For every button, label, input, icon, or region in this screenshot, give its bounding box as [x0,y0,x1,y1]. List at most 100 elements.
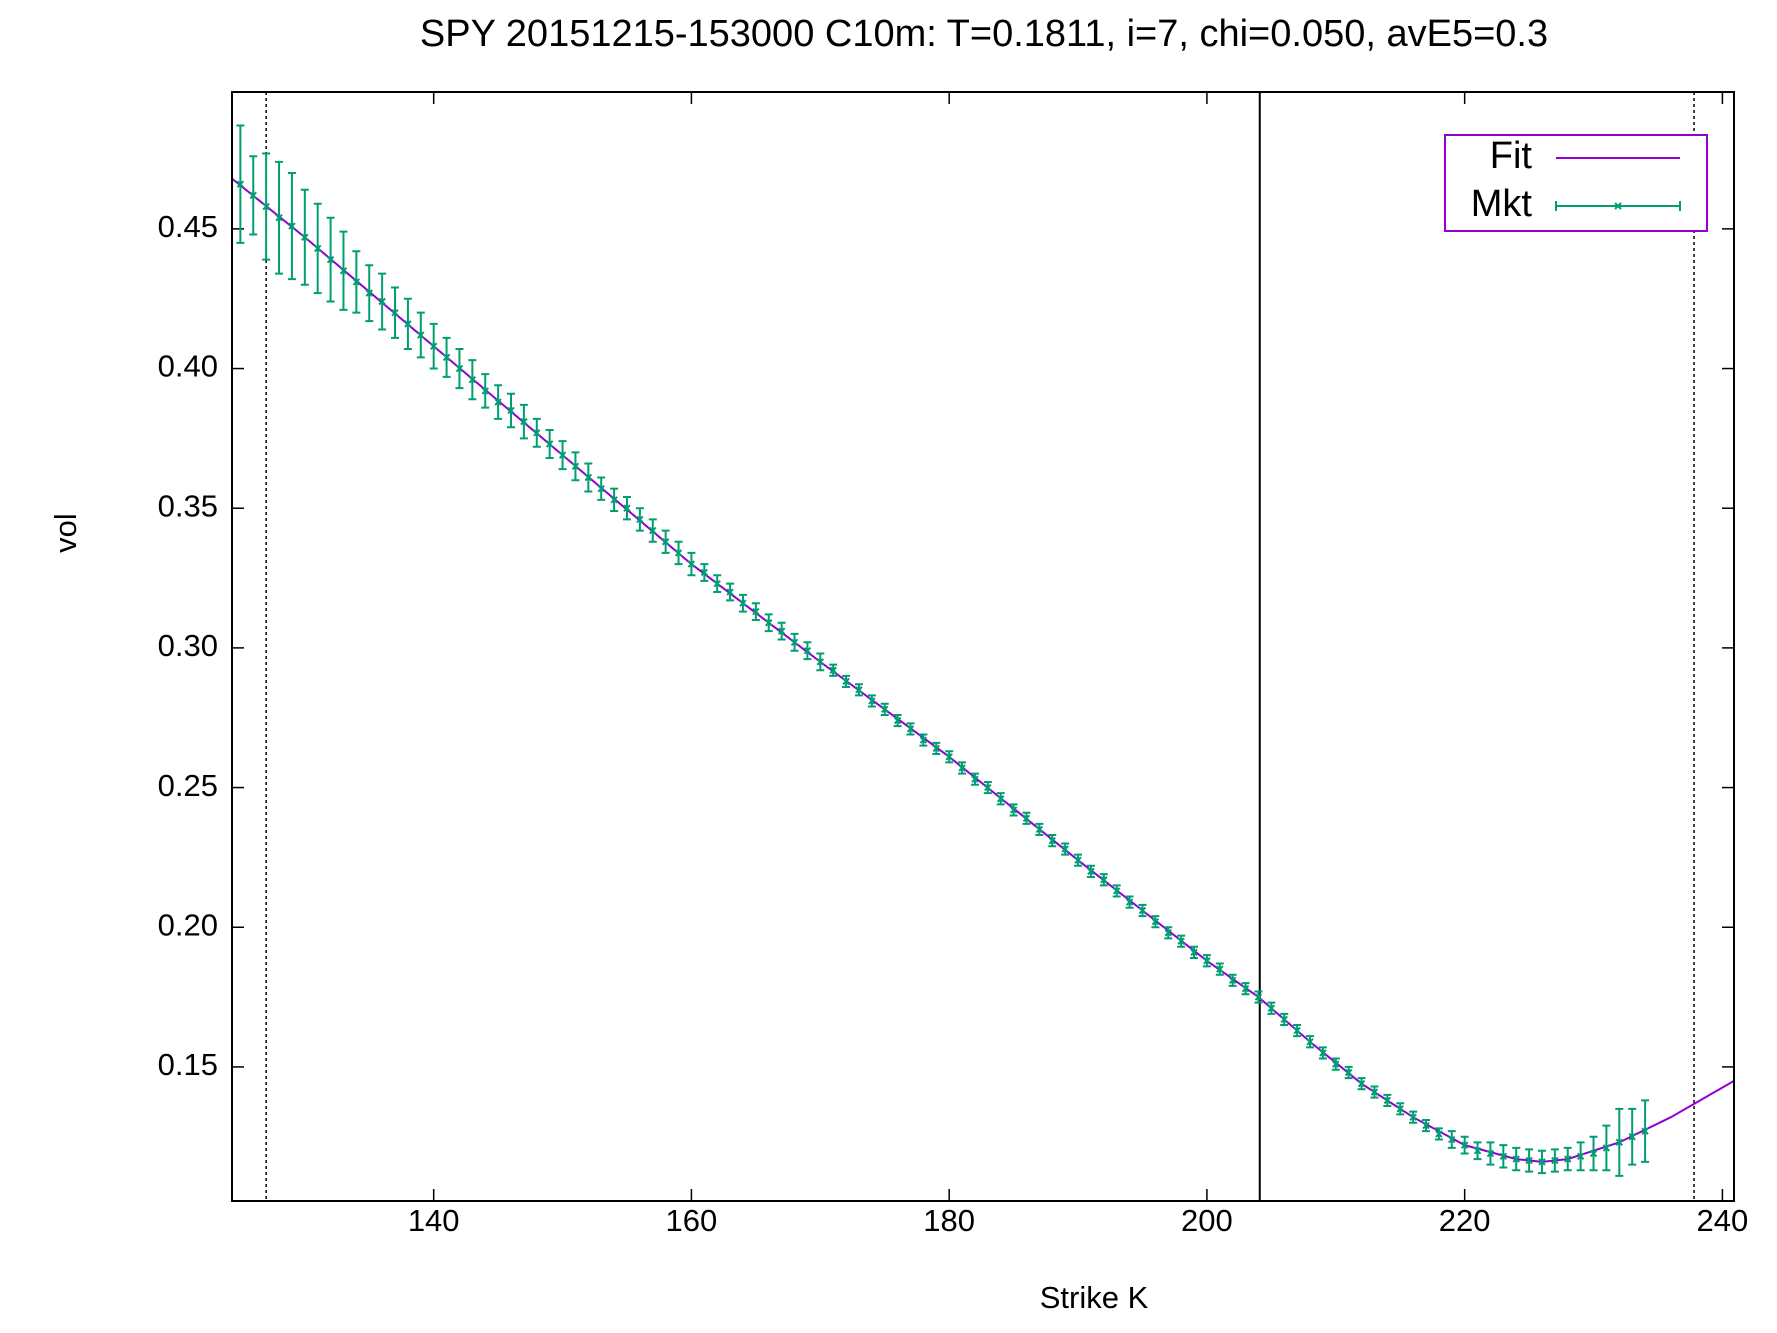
error-bar [1254,990,1263,1004]
error-bar [1383,1093,1392,1108]
error-bar [726,582,735,602]
error-bar [558,440,567,471]
error-bar [1370,1085,1379,1099]
error-bar [919,733,928,747]
x-tick-label: 220 [1439,1203,1491,1238]
error-bar [1434,1127,1443,1141]
error-bar [1138,903,1147,918]
error-bar [1422,1118,1430,1133]
error-bar [481,373,490,409]
error-bar [738,593,747,613]
error-bar [983,780,992,795]
error-bar [429,322,438,370]
error-bar [661,529,670,554]
error-bar [1035,822,1044,837]
error-bar [365,264,374,323]
error-bar [1293,1024,1302,1038]
error-bar [1061,842,1070,856]
error-bar [262,152,271,261]
error-bar [1344,1065,1353,1080]
error-bar [764,613,773,633]
x-tick-label: 140 [408,1203,460,1238]
error-bar [300,188,309,286]
error-bar [1177,934,1186,948]
error-bar [507,392,516,429]
fit-line [231,177,1735,1163]
error-bar [1331,1057,1340,1071]
error-bar [249,155,258,236]
y-tick-label: 0.20 [158,907,218,942]
error-bar [494,384,503,420]
error-bar [700,563,709,582]
error-bar [842,674,851,689]
error-bar [1563,1146,1572,1172]
error-bar [1499,1144,1508,1169]
error-bar [1589,1135,1598,1172]
error-bar [339,230,348,311]
error-bar [880,702,889,716]
error-bar [1164,926,1173,940]
error-bar [1550,1148,1559,1173]
error-bar [545,429,554,459]
y-tick-label: 0.45 [158,209,218,244]
error-bar [416,311,425,359]
error-bar [378,272,387,331]
error-bar [687,551,696,577]
error-bar [1318,1046,1327,1060]
error-bar [275,160,284,275]
error-bar [532,417,541,448]
error-bar [313,202,322,295]
error-bar [816,652,825,672]
x-tick-label: 200 [1181,1203,1233,1238]
error-bar [1615,1107,1624,1177]
error-bar [1228,973,1237,987]
x-tick-label: 160 [666,1203,718,1238]
error-bar [777,621,786,641]
x-tick-label: 240 [1697,1203,1749,1238]
error-bar [1151,915,1160,929]
error-bar [1576,1141,1585,1172]
error-bar [403,297,412,350]
error-bar [519,403,528,440]
error-bar [970,772,979,786]
y-axis-label: vol [48,513,83,553]
error-bar [1602,1124,1611,1172]
error-bar [1537,1149,1546,1175]
error-bar [468,359,477,401]
error-bar [790,632,799,652]
error-bar [1074,853,1083,867]
error-bar [1125,895,1134,909]
error-bar [1525,1148,1534,1173]
y-tick-label: 0.30 [158,628,218,663]
error-bar [751,602,760,621]
error-bar [1048,834,1057,848]
legend-swatch [1555,201,1681,211]
error-bar [635,507,644,532]
error-bar [1086,864,1095,878]
error-bar [597,476,606,501]
error-bar [584,462,593,493]
error-bar [1357,1077,1366,1091]
plot-frame [231,91,1735,1202]
error-bar [803,641,812,661]
error-bar [893,713,902,728]
y-tick-label: 0.15 [158,1047,218,1082]
error-bar [1099,873,1108,887]
error-bar [1473,1141,1482,1161]
error-bar [622,496,631,521]
error-bar [1267,1001,1276,1015]
y-tick-label: 0.35 [158,488,218,523]
error-bar [958,761,967,775]
error-bar [996,792,1005,806]
error-bar [1460,1135,1469,1155]
chart-title: SPY 20151215-153000 C10m: T=0.1811, i=7,… [420,13,1548,55]
error-bar [455,347,464,390]
legend-label: Fit [1490,135,1533,177]
error-bar [1280,1012,1289,1027]
y-tick-label: 0.25 [158,768,218,803]
legend-box [1444,134,1708,232]
error-bar [648,518,657,543]
error-bar [442,336,451,378]
error-bar [1009,803,1018,817]
error-bar [1628,1107,1637,1166]
